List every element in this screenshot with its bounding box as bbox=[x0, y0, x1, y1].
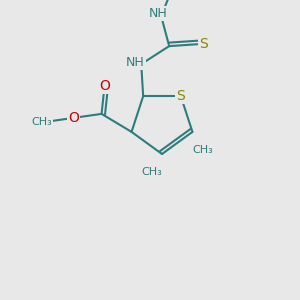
Text: O: O bbox=[99, 79, 110, 93]
Text: CH₃: CH₃ bbox=[192, 145, 213, 155]
Text: CH₃: CH₃ bbox=[142, 167, 162, 177]
Text: S: S bbox=[199, 37, 208, 51]
Text: O: O bbox=[68, 111, 79, 125]
Text: S: S bbox=[176, 89, 185, 103]
Text: CH₃: CH₃ bbox=[31, 117, 52, 127]
Text: NH: NH bbox=[149, 7, 168, 20]
Text: NH: NH bbox=[126, 56, 145, 69]
